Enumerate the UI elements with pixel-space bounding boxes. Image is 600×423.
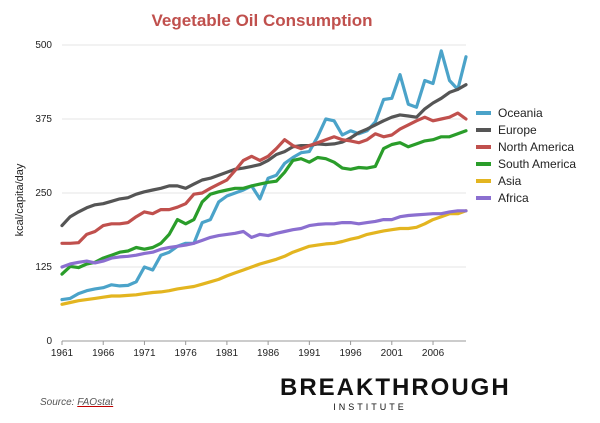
- grid: [62, 44, 466, 342]
- source-prefix: Source:: [40, 397, 78, 408]
- y-axis-label: kcal/capita/day: [14, 163, 26, 236]
- x-tick-label: 1996: [339, 348, 362, 359]
- logo-main-text: BREAKTHROUGH: [280, 374, 511, 401]
- series-line-north-america: [60, 111, 468, 245]
- source-note: Source: FAOstat: [40, 397, 113, 408]
- legend-label: North America: [498, 140, 574, 154]
- y-axis: 0 125 250 375 500: [35, 40, 52, 347]
- x-tick-label: 2001: [381, 348, 404, 359]
- series-line-africa: [60, 209, 468, 269]
- y-tick-label: 500: [35, 40, 52, 51]
- x-tick-label: 1971: [133, 348, 156, 359]
- series-line-asia: [60, 209, 468, 306]
- x-tick-label: 1966: [92, 348, 115, 359]
- series-line-europe: [60, 83, 468, 228]
- x-tick-label: 1981: [216, 348, 239, 359]
- x-tick-label: 1986: [257, 348, 280, 359]
- legend-label: Africa: [498, 191, 529, 205]
- legend-label: Asia: [498, 174, 522, 188]
- series-line-south-america: [60, 129, 468, 276]
- y-tick-label: 375: [35, 114, 52, 125]
- x-tick-label: 1961: [51, 348, 74, 359]
- y-tick-label: 0: [46, 336, 52, 347]
- x-tick-label: 1991: [298, 348, 321, 359]
- chart-title: Vegetable Oil Consumption: [151, 11, 372, 30]
- legend-label: Europe: [498, 123, 537, 137]
- y-tick-label: 125: [35, 262, 52, 273]
- breakthrough-logo: BREAKTHROUGH INSTITUTE: [280, 374, 511, 413]
- series-line-oceania: [60, 49, 468, 302]
- legend-label: Oceania: [498, 106, 543, 120]
- legend: Oceania Europe North America South America A…: [476, 106, 576, 205]
- legend-label: South America: [498, 157, 576, 171]
- x-axis: 1961 1966 1971 1976 1981 1986 1991 1996 2001 2006: [51, 341, 445, 359]
- series-group: [60, 49, 468, 306]
- logo-sub-text: INSTITUTE: [333, 402, 407, 412]
- y-tick-label: 250: [35, 188, 52, 199]
- x-tick-label: 1976: [175, 348, 198, 359]
- source-link[interactable]: FAOstat: [77, 397, 114, 408]
- x-tick-label: 2006: [422, 348, 445, 359]
